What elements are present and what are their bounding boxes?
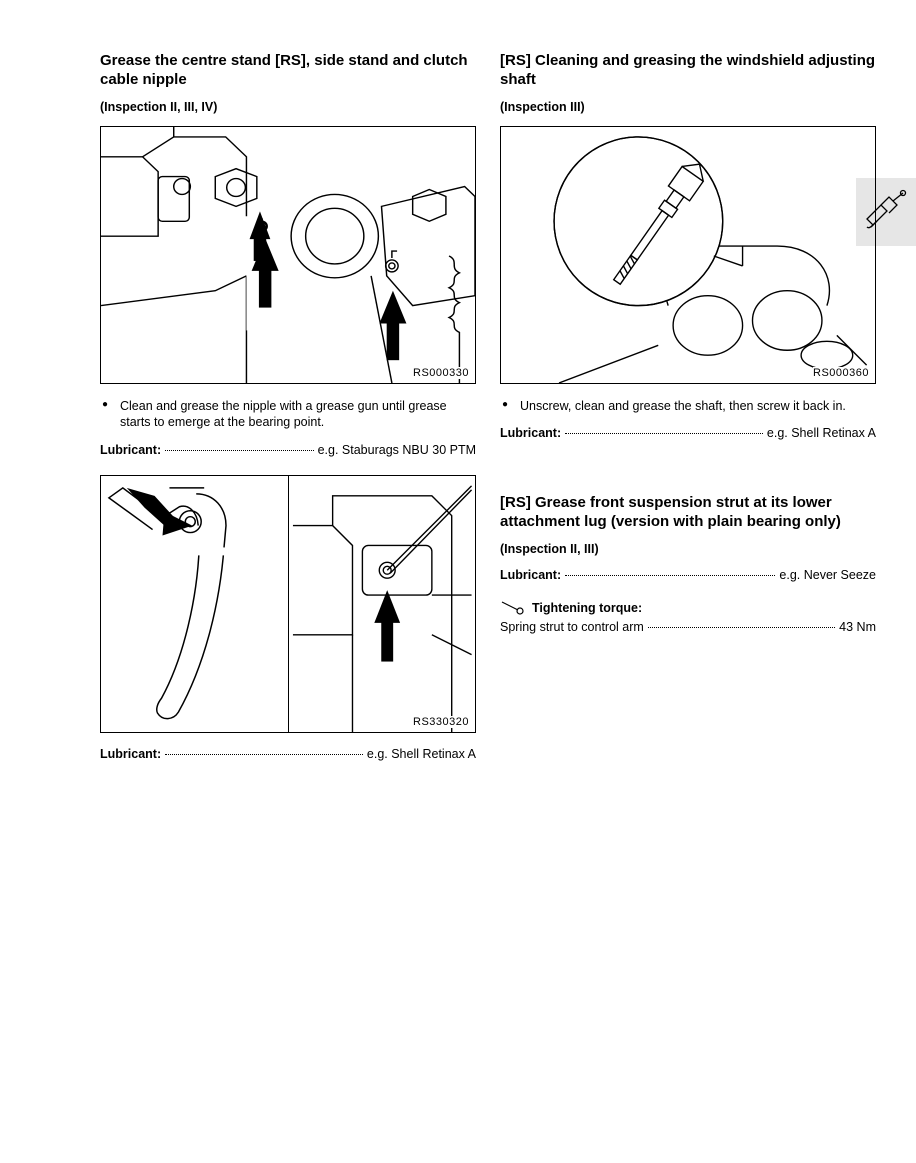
right-column: [RS] Cleaning and greasing the windshiel… bbox=[500, 52, 876, 779]
left-lubricant-2: Lubricant: e.g. Shell Retinax A bbox=[100, 747, 476, 761]
left-bullet-list-1: Clean and grease the nipple with a greas… bbox=[100, 398, 476, 432]
torque-wrench-icon bbox=[500, 600, 526, 616]
spec-value: e.g. Never Seeze bbox=[779, 568, 876, 582]
right-lubricant-1: Lubricant: e.g. Shell Retinax A bbox=[500, 426, 876, 440]
spec-dots bbox=[648, 627, 835, 628]
spec-dots bbox=[165, 754, 363, 755]
right-inspection-2: (Inspection II, III) bbox=[500, 542, 876, 556]
figure-rs330320: RS330320 bbox=[100, 475, 476, 733]
bullet-item: Clean and grease the nipple with a greas… bbox=[100, 398, 476, 432]
torque-heading: Tightening torque: bbox=[500, 600, 876, 616]
right-lubricant-2: Lubricant: e.g. Never Seeze bbox=[500, 568, 876, 582]
spec-label: Lubricant: bbox=[500, 426, 561, 440]
spec-dots bbox=[565, 575, 775, 576]
spec-dots bbox=[165, 450, 313, 451]
figure-label: RS000330 bbox=[413, 367, 469, 379]
torque-item: Spring strut to control arm bbox=[500, 620, 644, 634]
right-title-1: [RS] Cleaning and greasing the windshiel… bbox=[500, 52, 876, 90]
bullet-item: Unscrew, clean and grease the shaft, the… bbox=[500, 398, 876, 415]
torque-spec-line: Spring strut to control arm 43 Nm bbox=[500, 620, 876, 634]
spec-value: e.g. Staburags NBU 30 PTM bbox=[318, 443, 476, 457]
figure-label: RS000360 bbox=[813, 367, 869, 379]
right-bullet-list-1: Unscrew, clean and grease the shaft, the… bbox=[500, 398, 876, 415]
right-inspection-1: (Inspection III) bbox=[500, 100, 876, 114]
spec-value: e.g. Shell Retinax A bbox=[367, 747, 476, 761]
torque-value: 43 Nm bbox=[839, 620, 876, 634]
torque-label: Tightening torque: bbox=[532, 601, 642, 615]
spec-dots bbox=[565, 433, 763, 434]
left-lubricant-1: Lubricant: e.g. Staburags NBU 30 PTM bbox=[100, 443, 476, 457]
spec-label: Lubricant: bbox=[100, 443, 161, 457]
left-title: Grease the centre stand [RS], side stand… bbox=[100, 52, 476, 90]
left-inspection: (Inspection II, III, IV) bbox=[100, 100, 476, 114]
figure-label: RS330320 bbox=[413, 716, 469, 728]
right-title-2: [RS] Grease front suspension strut at it… bbox=[500, 494, 876, 532]
left-column: Grease the centre stand [RS], side stand… bbox=[100, 52, 476, 779]
figure-rs000360: RS000360 bbox=[500, 126, 876, 384]
spec-value: e.g. Shell Retinax A bbox=[767, 426, 876, 440]
spec-label: Lubricant: bbox=[500, 568, 561, 582]
figure-rs000330: RS000330 bbox=[100, 126, 476, 384]
spec-label: Lubricant: bbox=[100, 747, 161, 761]
